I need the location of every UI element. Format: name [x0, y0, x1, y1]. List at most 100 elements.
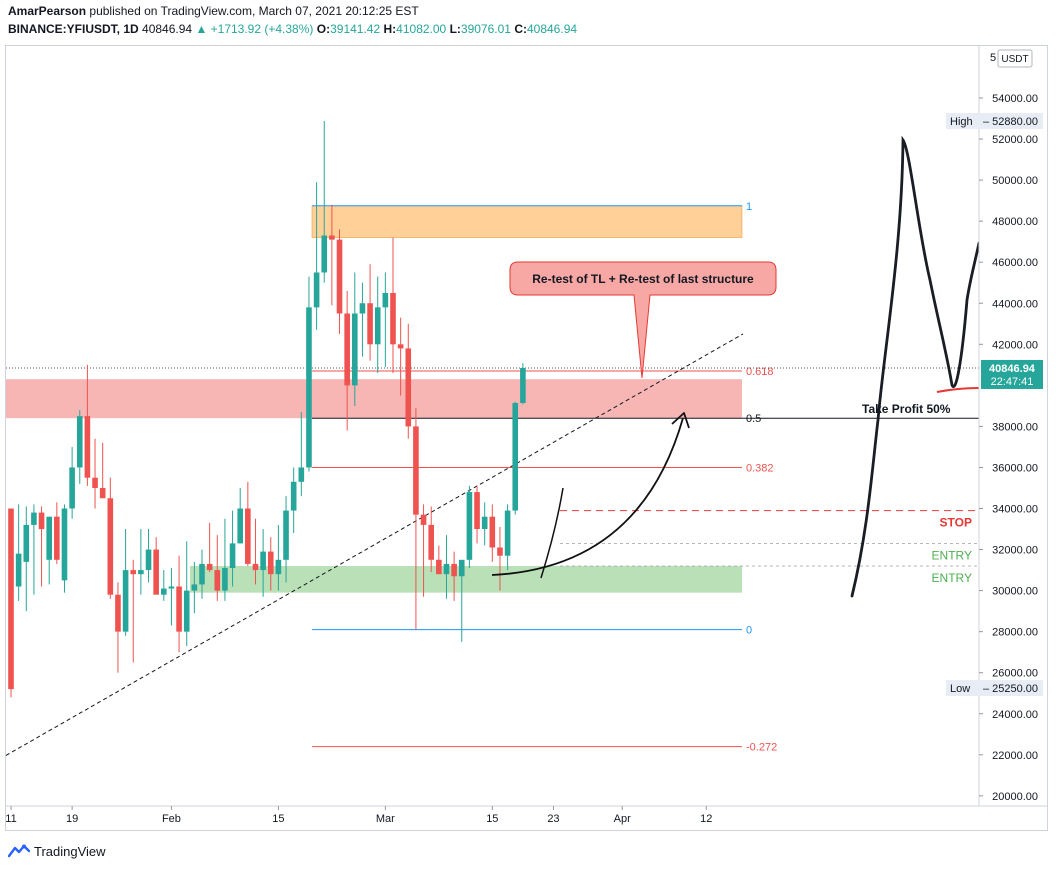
candle-66	[512, 401, 519, 515]
currency-label[interactable]: USDT	[1001, 54, 1028, 65]
candle-body-25	[199, 563, 205, 585]
y-tick-label-0: 20000.00	[992, 791, 1038, 803]
candle-body-26	[206, 563, 213, 571]
candle-42	[329, 204, 335, 306]
candle-32	[252, 518, 259, 585]
y-tick-label-5: 30000.00	[992, 586, 1038, 598]
tradingview-brand[interactable]: TradingView	[8, 842, 106, 860]
candle-54	[420, 504, 427, 597]
y-tick-label-13: 48000.00	[992, 216, 1038, 228]
x-tick-label-7: Apr	[614, 813, 631, 825]
x-tick-label-8: 12	[700, 813, 712, 825]
candle-body-1	[15, 553, 22, 587]
candle-21	[168, 568, 175, 626]
last-price-badge-bg	[981, 359, 1043, 389]
candle-body-38	[298, 467, 305, 482]
candle-body-52	[405, 348, 412, 427]
candle-body-36	[283, 510, 289, 560]
candle-body-4	[38, 512, 45, 530]
author-name[interactable]: AmarPearson	[8, 4, 87, 18]
chart-frame	[5, 45, 1048, 831]
candle-63	[489, 504, 496, 562]
candle-body-40	[313, 272, 320, 308]
candle-50	[390, 237, 396, 374]
candle-body-10	[84, 416, 91, 478]
candle-39	[306, 276, 312, 472]
candle-29	[229, 510, 236, 587]
candle-9	[76, 409, 83, 484]
candle-body-60	[466, 492, 473, 560]
candle-37	[290, 467, 297, 534]
symbol-label[interactable]: BINANCE:YFIUSDT, 1D	[8, 22, 139, 36]
candle-2	[23, 506, 30, 612]
x-tick-label-5: 15	[486, 813, 498, 825]
x-tick-label-1: 19	[66, 813, 78, 825]
candle-body-46	[359, 303, 366, 314]
candle-body-8	[69, 467, 75, 509]
candle-58	[451, 551, 457, 601]
candle-body-49	[382, 292, 389, 308]
candle-28	[222, 518, 228, 601]
candle-body-11	[92, 477, 98, 488]
price-change: ▲ +1713.92 (+4.38%)	[195, 22, 314, 36]
candle-45	[352, 272, 358, 406]
close-value: 40846.94	[526, 22, 578, 36]
candle-body-45	[352, 313, 358, 386]
fib-label-1: 0.618	[746, 366, 774, 378]
candle-body-64	[497, 547, 503, 556]
candle-body-22	[176, 586, 182, 632]
candle-body-0	[8, 508, 14, 690]
candle-body-50	[390, 292, 396, 345]
candle-body-67	[520, 367, 526, 403]
candle-body-33	[260, 551, 266, 571]
candle-49	[382, 272, 389, 367]
currency-button-box[interactable]	[997, 49, 1033, 68]
candle-body-24	[191, 584, 198, 591]
fib-label-5: -0.272	[746, 742, 777, 754]
candle-body-53	[413, 426, 419, 515]
y-tick-label-10: 42000.00	[992, 339, 1038, 351]
fib-label-3: 0.382	[746, 462, 774, 474]
candle-body-17	[138, 570, 144, 575]
candle-46	[359, 282, 366, 357]
fib-label-2: 0.5	[746, 413, 761, 425]
candle-body-19	[153, 549, 159, 595]
candle-55	[428, 506, 434, 573]
price-label-value-1: – 25250.00	[983, 683, 1038, 695]
candle-body-63	[489, 516, 496, 548]
high-value: 41082.00	[396, 22, 447, 36]
y-tick-label-partial: 5	[990, 52, 996, 64]
brand-name: TradingView	[34, 843, 106, 859]
candle-13	[107, 477, 114, 599]
candle-33	[260, 529, 266, 597]
candle-56	[436, 545, 442, 575]
candle-30	[237, 487, 243, 544]
candle-62	[481, 502, 488, 546]
price-label-bg-0	[946, 112, 1043, 129]
entry-label-1: ENTRY	[932, 548, 972, 562]
candle-18	[145, 529, 152, 583]
take-profit-label: Take Profit 50%	[862, 402, 951, 416]
y-tick-label-1: 22000.00	[992, 750, 1038, 762]
candle-body-2	[23, 524, 30, 562]
price-label-bg-1	[946, 680, 1043, 697]
currency-button[interactable]: USDT	[997, 49, 1033, 68]
price-label-value-0: – 52880.00	[983, 116, 1038, 128]
candle-body-43	[336, 239, 343, 314]
zone-retest	[6, 379, 742, 419]
entry-stroke	[540, 487, 564, 579]
y-tick-label-4: 28000.00	[992, 627, 1038, 639]
candle-43	[336, 229, 343, 335]
price-label-low: Low – 25250.00	[946, 680, 1043, 697]
candle-body-34	[267, 551, 274, 575]
last-price-countdown: 22:47:41	[991, 376, 1034, 388]
candle-body-23	[183, 590, 190, 632]
candle-34	[267, 537, 274, 591]
candle-body-29	[229, 543, 236, 569]
candle-44	[344, 290, 350, 431]
close-label: C:	[514, 22, 527, 36]
candle-64	[497, 526, 503, 591]
stop-label: STOP	[940, 516, 972, 530]
x-tick-label-3: 15	[272, 813, 284, 825]
